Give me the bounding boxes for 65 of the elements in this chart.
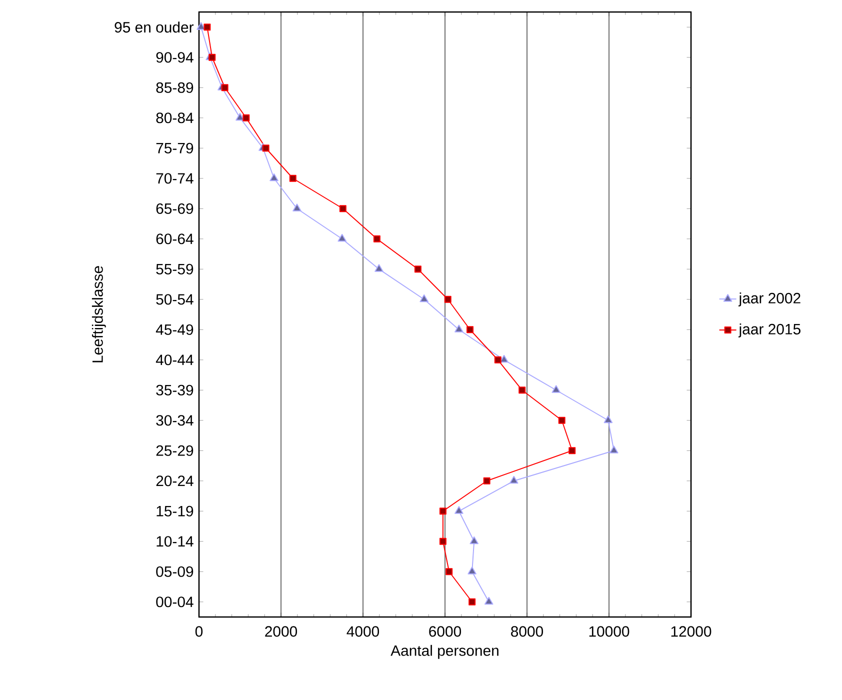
- legend-label: jaar 2015: [738, 323, 800, 338]
- point: [292, 204, 302, 212]
- point: [510, 476, 518, 484]
- point: [208, 54, 216, 61]
- point: [468, 598, 476, 606]
- x-tick-label: 0: [195, 626, 203, 637]
- point: [270, 173, 278, 182]
- y-tick-label: 00-04: [156, 596, 194, 608]
- y-axis-title: Leeftijdsklasse: [92, 266, 106, 362]
- point: [454, 506, 464, 514]
- x-tick-label: 6000: [429, 626, 462, 637]
- point: [468, 566, 476, 574]
- x-tick-label: 10000: [589, 626, 630, 637]
- point: [373, 235, 380, 242]
- point: [484, 596, 494, 605]
- y-tick-label: 20-24: [156, 476, 194, 486]
- y-tick-label: 65-69: [156, 203, 194, 214]
- x-tick-label: 4000: [346, 626, 380, 637]
- point: [604, 415, 613, 424]
- point: [470, 536, 478, 544]
- point: [439, 508, 446, 515]
- x-axis-title: Aantal personen: [390, 644, 498, 659]
- point: [518, 386, 526, 394]
- x-tick-label: 12000: [671, 626, 712, 637]
- point: [466, 326, 474, 334]
- point: [221, 84, 228, 92]
- point: [444, 296, 452, 303]
- point: [374, 264, 384, 272]
- point: [339, 205, 346, 212]
- y-tick-label: 60-64: [156, 234, 194, 244]
- point: [568, 447, 576, 454]
- point: [262, 144, 270, 152]
- y-tick-label: 30-34: [156, 415, 194, 426]
- y-tick-label: 95 en ouder: [114, 22, 194, 33]
- point: [338, 234, 346, 242]
- y-tick-label: 25-29: [156, 445, 194, 456]
- point: [414, 266, 422, 273]
- point: [289, 174, 296, 182]
- y-tick-label: 90-94: [156, 52, 194, 63]
- point: [610, 446, 618, 454]
- y-tick-label: 55-59: [156, 264, 194, 274]
- point: [454, 324, 464, 332]
- point: [483, 477, 490, 484]
- x-tick-label: 8000: [511, 626, 544, 637]
- y-tick-label: 80-84: [156, 112, 194, 124]
- x-tick-label: 2000: [265, 626, 298, 637]
- point: [420, 294, 428, 302]
- y-tick-label: 45-49: [156, 324, 194, 335]
- point: [446, 568, 453, 576]
- point: [552, 385, 560, 393]
- y-tick-label: 50-54: [156, 294, 194, 305]
- point: [439, 538, 446, 545]
- y-tick-label: 75-79: [156, 142, 194, 154]
- point: [558, 416, 566, 424]
- y-tick-label: 15-19: [156, 506, 194, 516]
- legend-label: jaar 2002: [738, 292, 800, 306]
- y-tick-label: 85-89: [156, 82, 194, 93]
- y-tick-label: 70-74: [156, 173, 194, 184]
- point: [204, 24, 211, 31]
- y-tick-label: 05-09: [156, 566, 194, 577]
- y-tick-label: 35-39: [156, 384, 194, 396]
- point: [494, 356, 502, 364]
- point: [242, 114, 250, 122]
- y-tick-label: 10-14: [156, 536, 194, 547]
- y-tick-label: 40-44: [156, 354, 194, 366]
